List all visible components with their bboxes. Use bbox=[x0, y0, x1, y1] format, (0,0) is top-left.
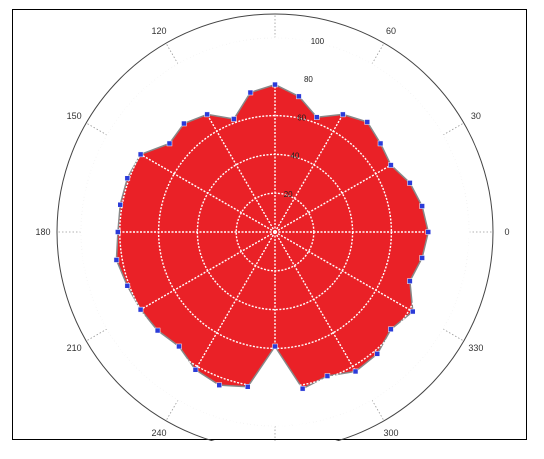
outer-spoke-30 bbox=[442, 122, 464, 136]
marker-layer bbox=[113, 81, 432, 392]
data-point-marker bbox=[247, 89, 254, 96]
radial-tick-label-80: 80 bbox=[304, 75, 313, 84]
angle-tick-label-0: 0 bbox=[504, 227, 509, 237]
data-point-marker bbox=[324, 373, 331, 379]
data-point-marker bbox=[166, 140, 173, 147]
data-point-marker bbox=[272, 81, 278, 88]
data-point-marker bbox=[425, 229, 432, 235]
angle-tick-label-330: 330 bbox=[468, 343, 483, 353]
data-point-marker bbox=[204, 111, 210, 118]
outer-spoke-240 bbox=[165, 399, 179, 421]
data-point-marker bbox=[137, 306, 144, 313]
data-point-marker bbox=[407, 278, 413, 284]
figure-frame: 0306090120150180210240270300330204060801… bbox=[12, 9, 527, 441]
data-point-marker bbox=[388, 162, 394, 168]
label-layer: 0306090120150180210240270300330204060801… bbox=[35, 26, 509, 438]
data-point-marker bbox=[272, 343, 278, 350]
data-point-marker bbox=[340, 111, 346, 118]
angle-tick-label-120: 120 bbox=[151, 26, 166, 36]
radial-tick-label-60: 60 bbox=[297, 113, 306, 122]
outer-spoke-330 bbox=[442, 328, 464, 342]
outer-boundary-circle bbox=[56, 13, 494, 441]
data-point-marker bbox=[352, 368, 359, 375]
data-point-marker bbox=[117, 201, 123, 208]
data-point-marker bbox=[364, 119, 371, 125]
angle-tick-label-210: 210 bbox=[67, 343, 82, 353]
radial-tick-label-20: 20 bbox=[284, 190, 293, 199]
data-point-marker bbox=[137, 151, 144, 158]
angle-tick-label-300: 300 bbox=[383, 428, 398, 438]
data-point-marker bbox=[314, 114, 320, 120]
angle-tick-label-60: 60 bbox=[386, 26, 396, 36]
radial-tick-label-40: 40 bbox=[290, 152, 299, 161]
angle-tick-label-150: 150 bbox=[67, 111, 82, 121]
data-point-marker bbox=[377, 140, 384, 147]
polar-plot: 0306090120150180210240270300330204060801… bbox=[35, 13, 510, 441]
data-point-marker bbox=[115, 229, 121, 235]
data-point-marker bbox=[231, 116, 237, 122]
angular-grid-line-60 bbox=[274, 63, 373, 233]
outer-spoke-120 bbox=[165, 43, 179, 65]
angle-tick-label-30: 30 bbox=[471, 111, 481, 121]
data-point-marker bbox=[296, 93, 302, 100]
data-point-marker bbox=[244, 384, 251, 390]
radial-tick-label-100: 100 bbox=[311, 37, 325, 46]
data-point-marker bbox=[124, 282, 131, 289]
angular-grid-line-120 bbox=[177, 63, 276, 233]
angular-grid-line-210 bbox=[106, 231, 276, 330]
angle-tick-label-240: 240 bbox=[151, 428, 166, 438]
angular-grid-line-150 bbox=[106, 134, 276, 233]
data-point-marker bbox=[192, 367, 199, 373]
data-point-marker bbox=[407, 180, 413, 186]
data-point-marker bbox=[181, 120, 187, 127]
data-point-marker bbox=[216, 382, 223, 388]
outer-spoke-210 bbox=[86, 328, 108, 342]
data-point-marker bbox=[419, 255, 425, 261]
data-point-marker bbox=[374, 351, 381, 357]
outer-spoke-150 bbox=[86, 122, 108, 136]
data-point-marker bbox=[154, 327, 161, 334]
outer-spoke-60 bbox=[371, 43, 385, 65]
data-point-marker bbox=[299, 385, 306, 392]
angle-tick-label-180: 180 bbox=[35, 227, 50, 237]
data-point-marker bbox=[419, 203, 425, 209]
data-point-marker bbox=[124, 175, 131, 182]
angular-grid-line-30 bbox=[274, 134, 444, 233]
data-point-marker bbox=[113, 257, 120, 263]
data-point-marker bbox=[388, 326, 394, 333]
outer-spoke-300 bbox=[371, 399, 385, 421]
data-point-marker bbox=[176, 343, 182, 350]
data-point-marker bbox=[410, 308, 416, 315]
